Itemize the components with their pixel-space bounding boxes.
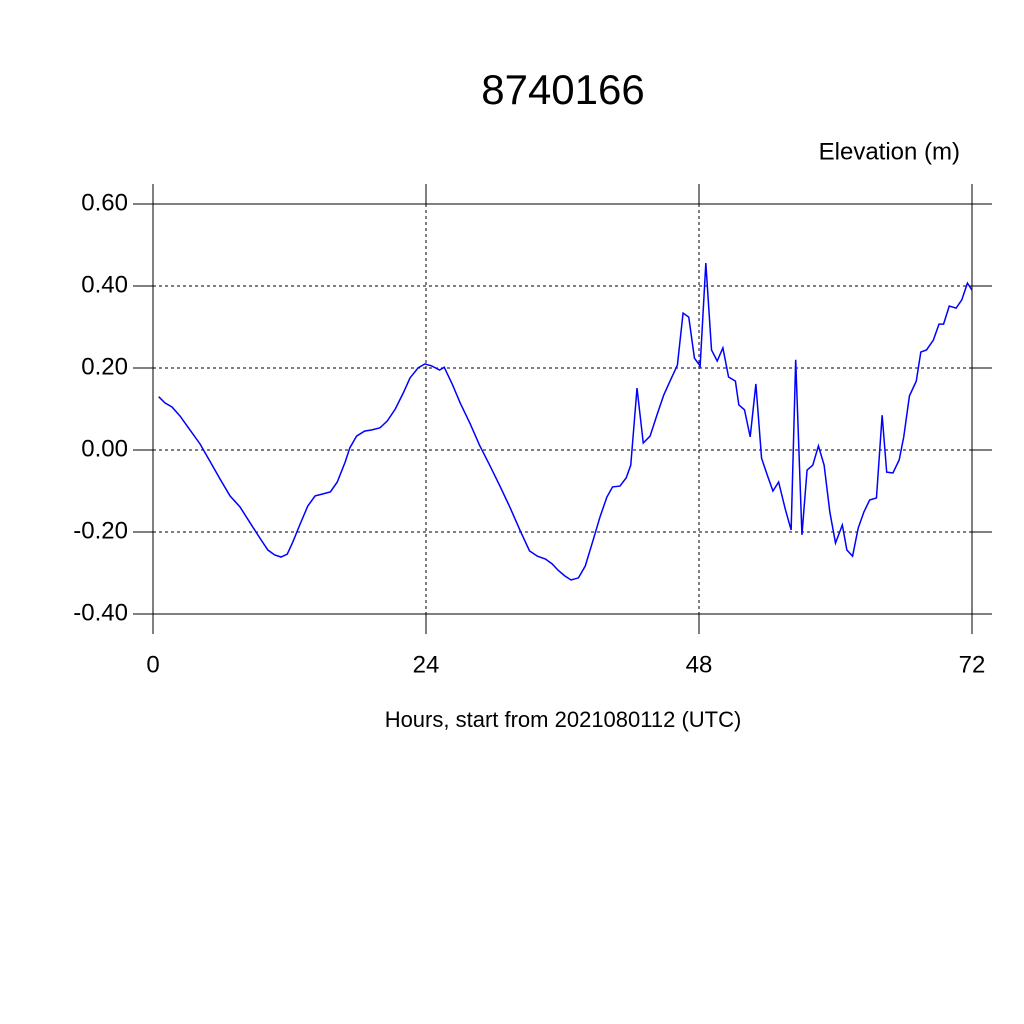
subtitle: Elevation (m) <box>819 138 960 165</box>
y-tick-label: 0.40 <box>81 271 128 298</box>
y-tick-label: 0.60 <box>81 189 128 216</box>
chart-title: 8740166 <box>481 66 645 113</box>
y-tick-label: -0.40 <box>73 599 128 626</box>
x-axis-label: Hours, start from 2021080112 (UTC) <box>385 707 742 732</box>
x-tick-label: 48 <box>686 651 713 678</box>
y-tick-label: -0.20 <box>73 517 128 544</box>
x-tick-label: 72 <box>959 651 986 678</box>
x-tick-label: 24 <box>413 651 440 678</box>
y-tick-label: 0.20 <box>81 353 128 380</box>
data-line <box>158 262 973 581</box>
x-tick-label: 0 <box>146 651 159 678</box>
y-tick-label: 0.00 <box>81 435 128 462</box>
